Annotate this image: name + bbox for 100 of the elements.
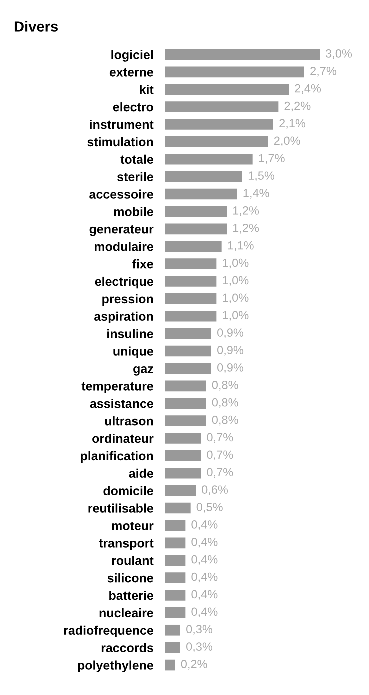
data-label: 2,1%	[280, 119, 306, 130]
data-label: 0,4%	[192, 538, 218, 548]
bar	[165, 642, 180, 654]
bar	[165, 380, 206, 392]
y-tick-label: aide	[129, 468, 154, 478]
bar	[165, 49, 320, 60]
data-label: 2,7%	[310, 66, 337, 77]
bar	[165, 624, 180, 636]
data-label: 2,4%	[295, 84, 322, 94]
y-tick-label: domicile	[104, 486, 154, 496]
bar	[165, 520, 186, 532]
data-label: 0,3%	[186, 642, 213, 652]
data-label: 0,7%	[207, 450, 234, 461]
bar	[165, 84, 289, 96]
data-label: 0,4%	[192, 608, 218, 618]
y-tick-label: stimulation	[88, 137, 154, 147]
y-tick-label: ultrason	[105, 416, 154, 426]
bar	[165, 433, 202, 444]
y-tick-label: unique	[114, 346, 154, 358]
bar	[165, 102, 279, 112]
y-tick-label: batterie	[110, 590, 154, 600]
y-tick-label: logiciel	[112, 50, 154, 62]
data-label: 0,9%	[218, 346, 244, 356]
y-tick-label: polyethylene	[78, 660, 154, 672]
bar	[165, 328, 212, 340]
bar	[165, 241, 222, 252]
y-tick-label: planification	[81, 451, 154, 464]
y-tick-label: reutilisable	[88, 504, 154, 513]
y-tick-label: generateur	[90, 226, 154, 236]
data-label: 1,7%	[259, 154, 285, 164]
bar	[165, 119, 274, 130]
bar	[165, 224, 227, 235]
data-label: 1,0%	[223, 276, 249, 286]
data-label: 0,4%	[192, 590, 218, 600]
data-label: 0,8%	[212, 380, 238, 391]
bar	[165, 555, 186, 566]
y-tick-label: kit	[140, 85, 154, 94]
bar	[165, 485, 196, 496]
data-label: 1,0%	[223, 294, 249, 304]
y-tick-label: aspiration	[94, 312, 154, 324]
bar	[165, 188, 238, 200]
y-tick-label: instrument	[90, 120, 154, 130]
bar	[165, 468, 202, 479]
y-tick-label: externe	[110, 68, 154, 77]
bar	[165, 590, 186, 601]
y-tick-label: roulant	[112, 556, 154, 566]
bar	[165, 416, 206, 426]
y-tick-label: insuline	[108, 329, 154, 338]
data-label: 0,9%	[218, 364, 244, 374]
data-label: 0,8%	[212, 416, 238, 426]
data-label: 1,0%	[223, 258, 249, 269]
data-label: 2,0%	[274, 136, 300, 147]
bar	[165, 66, 304, 78]
y-tick-label: sterile	[118, 172, 154, 182]
y-tick-label: moteur	[112, 522, 154, 530]
data-label: 0,7%	[207, 468, 234, 478]
bar	[165, 276, 217, 287]
y-tick-label: transport	[99, 540, 154, 550]
data-label: 0,9%	[218, 328, 244, 338]
bar	[165, 363, 212, 374]
bar	[165, 171, 242, 182]
data-label: 2,2%	[284, 102, 311, 112]
data-label: 1,4%	[244, 189, 270, 199]
text: Divers	[14, 21, 58, 32]
y-tick-label: raccords	[102, 643, 154, 652]
y-tick-label: accessoire	[90, 190, 154, 199]
data-label: 1,0%	[223, 311, 249, 321]
y-tick-label: electrique	[95, 276, 154, 289]
data-label: 0,4%	[192, 572, 218, 583]
y-tick-label: electro	[113, 102, 154, 112]
bar	[165, 572, 186, 584]
bar	[165, 346, 212, 357]
y-tick-label: mobile	[114, 207, 154, 216]
bar	[165, 154, 253, 165]
y-tick-label: assistance	[90, 399, 154, 408]
bar	[165, 502, 191, 514]
data-label: 0,3%	[186, 625, 213, 635]
data-label: 0,4%	[192, 555, 218, 566]
data-label: 1,5%	[248, 172, 275, 182]
bar	[165, 538, 186, 549]
data-label: 0,4%	[192, 520, 218, 530]
bar	[165, 258, 217, 270]
bar	[165, 136, 268, 148]
y-tick-label: nucleaire	[100, 608, 154, 618]
y-tick-label: fixe	[132, 260, 154, 269]
data-label: 1,1%	[228, 241, 254, 252]
y-tick-label: pression	[102, 294, 154, 306]
data-label: 0,8%	[212, 398, 238, 408]
y-tick-label: ordinateur	[92, 434, 154, 444]
y-tick-label: totale	[120, 154, 154, 164]
y-tick-label: temperature	[82, 382, 154, 394]
data-label: 1,2%	[233, 206, 260, 216]
y-tick-label: modulaire	[94, 242, 154, 252]
y-tick-label: silicone	[108, 574, 154, 583]
bar	[165, 608, 186, 618]
y-tick-label: gaz	[134, 366, 154, 376]
bar	[165, 294, 217, 304]
data-label: 0,7%	[207, 433, 234, 444]
y-tick-label: radiofrequence	[64, 626, 154, 638]
bar	[165, 206, 227, 218]
